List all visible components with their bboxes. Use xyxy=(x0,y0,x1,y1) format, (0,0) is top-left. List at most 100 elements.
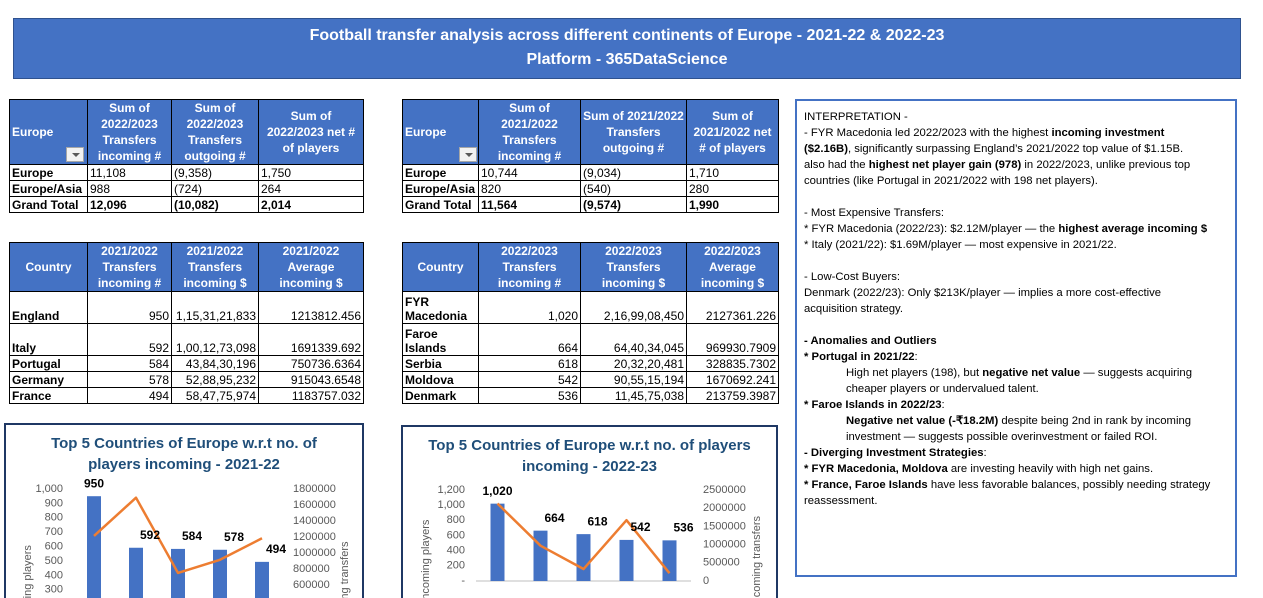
interpretation-box: INTERPRETATION - - FYR Macedonia led 2022… xyxy=(795,99,1237,577)
line xyxy=(496,502,671,575)
table-cell: Europe xyxy=(9,164,88,181)
y-axis-title: # incoming players xyxy=(420,519,432,598)
table-cell: (9,574) xyxy=(580,196,687,213)
table-cell: Germany xyxy=(9,371,88,388)
text-line: Denmark (2022/23): Only $213K/player — i… xyxy=(804,285,1235,301)
chart-plot: 1,000 900 800 700 600 500 400 300 1800000 1600000… xyxy=(22,476,351,598)
table-cell: 915043.6548 xyxy=(258,371,364,388)
header-row: Europe Sum of 2022/2023 Transfers incomin… xyxy=(9,99,364,165)
header-title: Football transfer analysis across differ… xyxy=(309,27,945,44)
text-segment: High net players (198), but xyxy=(846,367,983,379)
text-segment: countries (like Portugal in 2021/2022 wi… xyxy=(804,175,1098,187)
table-cell: 1213812.456 xyxy=(258,291,364,324)
y-tick-label: 200 xyxy=(447,560,465,572)
text-line: cheaper players or undervalued talent. xyxy=(804,381,1235,397)
table-cell: FYR Macedonia xyxy=(402,291,479,324)
text-line: * FYR Macedonia (2022/23): $2.12M/player… xyxy=(804,221,1235,237)
y2-tick-label: 500000 xyxy=(703,557,740,569)
table-cell: 1,990 xyxy=(686,196,779,213)
table-cell: Serbia xyxy=(402,355,479,372)
bar xyxy=(662,540,677,581)
text-line: investment — suggests possible overinves… xyxy=(804,429,1235,445)
filter-button[interactable] xyxy=(66,147,84,162)
text-segment: investment — suggests possible overinves… xyxy=(846,431,1158,443)
text-segment: : xyxy=(914,351,918,363)
table-cell: 1183757.032 xyxy=(258,387,364,404)
table-cell: Europe xyxy=(402,164,479,181)
spacer xyxy=(804,189,1235,205)
text-segment: — suggests acquiring xyxy=(1080,367,1192,379)
text-line: reassessment. xyxy=(804,493,1235,509)
table-cell: 542 xyxy=(478,371,581,388)
table-cell: 820 xyxy=(478,180,581,197)
column-header: Sum of 2021/2022 Transfers outgoing # xyxy=(580,99,687,165)
text-segment: negative net value xyxy=(982,367,1081,379)
column-header: 2022/2023 Transfers incoming # xyxy=(478,242,581,292)
text-segment: ($2.16B) xyxy=(804,143,848,155)
text-line: * France, Faroe Islands have less favora… xyxy=(804,477,1235,493)
y2-tick-label: 1200000 xyxy=(293,531,336,543)
chart: 1,000 900 800 700 600 500 400 300 1800000 1600000… xyxy=(4,423,364,598)
filter-button[interactable] xyxy=(459,147,477,162)
table-cell: 213759.3987 xyxy=(686,387,779,404)
data-label: 584 xyxy=(182,529,202,543)
y-tick-label: 1,200 xyxy=(437,484,465,496)
text-line: Negative net value (-₹18.2M) despite bei… xyxy=(804,413,1235,429)
text-segment: in 2022/2023, unlike previous top xyxy=(1021,159,1191,171)
text-segment: * FYR Macedonia, Moldova xyxy=(804,463,948,475)
table-row: France 494 58,47,75,974 1183757.032 xyxy=(9,387,364,404)
y-tick-label: 300 xyxy=(45,584,63,596)
bar xyxy=(533,530,548,581)
table-cell: 750736.6364 xyxy=(258,355,364,372)
y2-tick-label: 2500000 xyxy=(703,484,746,496)
table-cell: 12,096 xyxy=(87,196,172,213)
table-cell: (9,358) xyxy=(171,164,259,181)
y-tick-label: 400 xyxy=(45,569,63,581)
text-segment: incoming investment xyxy=(1051,127,1165,139)
table-cell: 1,00,12,73,098 xyxy=(171,323,259,356)
table-cell: 11,45,75,038 xyxy=(580,387,687,404)
column-header: 2021/2022 Average incoming $ xyxy=(258,242,364,292)
table-cell: France xyxy=(9,387,88,404)
column-header: Sum of 2022/2023 Transfers outgoing # xyxy=(171,99,259,165)
data-label: 592 xyxy=(140,528,160,542)
table-cell: Italy xyxy=(9,323,88,356)
y2-tick-label: 1400000 xyxy=(293,515,336,527)
y2-tick-label: 800000 xyxy=(293,563,330,575)
table-row: England 950 1,15,31,21,833 1213812.456 xyxy=(9,291,364,324)
table-row: Serbia 618 20,32,20,481 328835.7302 xyxy=(402,355,779,372)
table-cell: Europe/Asia xyxy=(402,180,479,197)
column-header: 2022/2023 Average incoming $ xyxy=(686,242,779,292)
table-cell: (724) xyxy=(171,180,259,197)
table-cell: 64,40,34,045 xyxy=(580,323,687,356)
table-cell: 264 xyxy=(258,180,364,197)
text-segment: Negative net value (-₹18.2M) xyxy=(846,415,999,427)
text-segment: highest net player gain (978) xyxy=(868,159,1022,171)
text-segment: also had the xyxy=(804,159,869,171)
column-header: Country xyxy=(9,242,88,292)
y-tick-label: 1,000 xyxy=(35,483,63,495)
table-cell: 584 xyxy=(87,355,172,372)
text-segment: * FYR Macedonia (2022/23): $2.12M/player… xyxy=(804,223,1059,235)
text-segment: have less favorable balances, possibly n… xyxy=(927,479,1211,491)
data-table: Country 2021/2022 Transfers incoming #202… xyxy=(9,242,364,404)
table-cell: Europe/Asia xyxy=(9,180,88,197)
bar xyxy=(129,547,143,598)
table-cell: (540) xyxy=(580,180,687,197)
table-cell: 494 xyxy=(87,387,172,404)
table-cell: 20,32,20,481 xyxy=(580,355,687,372)
table-cell: Faroe Islands xyxy=(402,323,479,356)
y-tick-label: 800 xyxy=(447,514,465,526)
y2-tick-label: 0 xyxy=(703,575,709,587)
y2-tick-label: 1600000 xyxy=(293,499,336,511)
table-cell: 1,710 xyxy=(686,164,779,181)
text-segment: - Low-Cost Buyers: xyxy=(804,271,901,283)
y2-tick-label: 1500000 xyxy=(703,520,746,532)
text-segment: Denmark (2022/23): Only $213K/player — i… xyxy=(804,287,1162,299)
y2-tick-label: 600000 xyxy=(293,579,330,591)
table-cell: 592 xyxy=(87,323,172,356)
table-cell: England xyxy=(9,291,88,324)
data-label: 664 xyxy=(544,511,564,525)
column-header: Sum of 2021/2022 Transfers incoming # xyxy=(478,99,581,165)
table-cell: 328835.7302 xyxy=(686,355,779,372)
